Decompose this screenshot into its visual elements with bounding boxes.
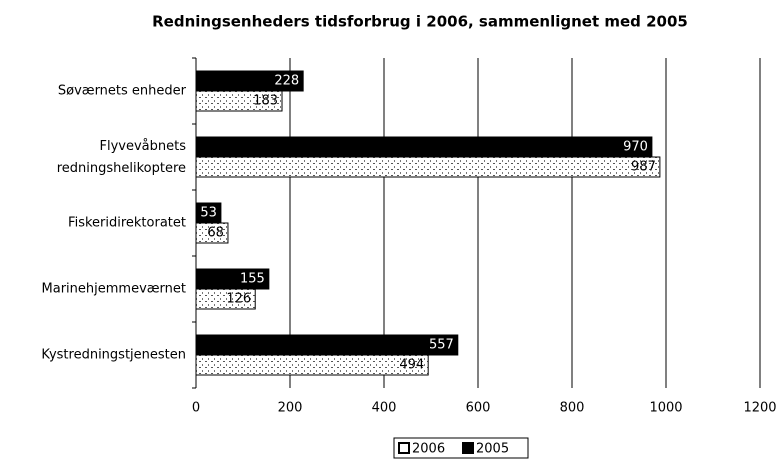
x-tick-label: 800 bbox=[560, 401, 585, 416]
legend: 2006 2005 bbox=[393, 437, 529, 459]
legend-swatch bbox=[462, 442, 474, 454]
bar bbox=[195, 202, 222, 224]
x-tick-label: 600 bbox=[466, 401, 491, 416]
y-tick-label: Flyvevåbnets redningshelikoptere bbox=[57, 139, 187, 176]
bar bbox=[195, 268, 270, 290]
bar bbox=[195, 156, 661, 178]
x-tick-label: 1200 bbox=[743, 401, 776, 416]
bar bbox=[195, 354, 429, 376]
x-tick-label: 1000 bbox=[649, 401, 682, 416]
bar bbox=[195, 70, 304, 92]
chart-title: Redningsenheders tidsforbrug i 2006, sam… bbox=[152, 13, 688, 31]
y-tick-label: Marinehjemmeværnet bbox=[42, 282, 186, 297]
y-tick-label: Søværnets enheder bbox=[58, 84, 187, 99]
bar-value-label: 970 bbox=[623, 140, 648, 155]
legend-swatch bbox=[398, 442, 410, 454]
bar-value-label: 155 bbox=[240, 272, 265, 287]
legend-label: 2006 bbox=[412, 442, 445, 457]
x-tick-label: 0 bbox=[192, 401, 200, 416]
bar-value-label: 557 bbox=[429, 338, 454, 353]
bar-value-label: 53 bbox=[200, 206, 217, 221]
bar-value-label: 494 bbox=[399, 358, 424, 373]
bar-value-label: 228 bbox=[274, 74, 299, 89]
y-tick-label: Fiskeridirektoratet bbox=[68, 216, 186, 231]
bar-value-label: 126 bbox=[226, 292, 251, 307]
bar bbox=[195, 334, 459, 356]
bar-value-label: 183 bbox=[253, 94, 278, 109]
y-tick-label: Kystredningstjenesten bbox=[41, 348, 186, 363]
legend-box bbox=[393, 437, 529, 459]
x-tick-label: 400 bbox=[372, 401, 397, 416]
x-tick-label: 200 bbox=[278, 401, 303, 416]
bar bbox=[195, 136, 653, 158]
legend-label: 2005 bbox=[476, 442, 509, 457]
bar-value-label: 68 bbox=[207, 226, 224, 241]
bar-value-label: 987 bbox=[631, 160, 656, 175]
